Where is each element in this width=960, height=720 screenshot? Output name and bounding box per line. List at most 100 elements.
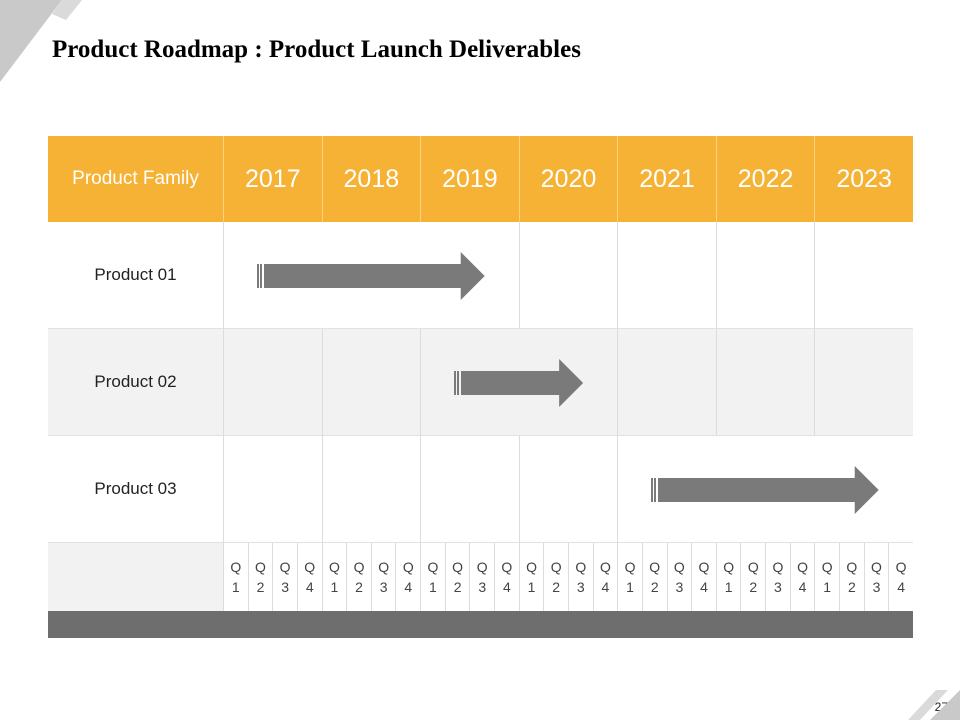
cell xyxy=(814,222,913,329)
arrow-2 xyxy=(454,358,584,407)
header-product-family: Product Family xyxy=(48,136,223,222)
quarter-number: 3 xyxy=(675,579,684,595)
footer-bar xyxy=(48,611,913,638)
quarter-number: 2 xyxy=(256,579,265,595)
quarter-number: 4 xyxy=(601,579,610,595)
quarter-letter: Q xyxy=(747,559,759,575)
quarter-number: 4 xyxy=(305,579,314,595)
quarter-number: 2 xyxy=(650,579,659,595)
quarter-letter: Q xyxy=(599,559,611,575)
corner-decoration-bottom-right xyxy=(908,690,960,720)
quarter-number: 3 xyxy=(576,579,585,595)
cell xyxy=(223,436,322,543)
quarter-number: 3 xyxy=(872,579,881,595)
quarter-letter: Q xyxy=(673,559,685,575)
cell xyxy=(617,222,716,329)
row-label-product-01: Product 01 xyxy=(48,222,223,329)
quarter-number: 1 xyxy=(724,579,733,595)
quarter-letter: Q xyxy=(821,559,833,575)
quarter-letter: Q xyxy=(402,559,414,575)
row-label-product-02: Product 02 xyxy=(48,329,223,436)
cell xyxy=(814,329,913,436)
cell xyxy=(715,329,815,436)
cell xyxy=(518,436,618,543)
quarter-letter: Q xyxy=(476,559,488,575)
quarter-letter: Q xyxy=(797,559,808,575)
quarter-letter: Q xyxy=(304,559,316,575)
quarter-row-blank xyxy=(48,543,223,611)
header-year-2019: 2019 xyxy=(420,136,519,222)
quarter-number: 1 xyxy=(527,579,536,595)
quarter-letter: Q xyxy=(846,559,858,575)
quarter-letter: Q xyxy=(328,559,340,575)
quarter-number: 1 xyxy=(429,579,437,595)
quarter-number: 4 xyxy=(798,579,807,595)
cell xyxy=(715,222,815,329)
quarter-letter: Q xyxy=(698,559,710,575)
arrow-3 xyxy=(651,465,879,514)
quarter-letter: Q xyxy=(895,559,907,575)
quarter-letter: Q xyxy=(427,559,439,575)
header-year-2020: 2020 xyxy=(518,136,618,222)
quarter-letter: Q xyxy=(871,559,882,575)
header-year-2017: 2017 xyxy=(223,136,322,222)
quarter-letter: Q xyxy=(526,559,537,575)
header-year-2021: 2021 xyxy=(617,136,716,222)
header-year-2018: 2018 xyxy=(321,136,421,222)
quarter-letter: Q xyxy=(772,559,784,575)
quarter-letter: Q xyxy=(550,559,562,575)
row-label-product-03: Product 03 xyxy=(48,436,223,543)
quarter-letter: Q xyxy=(230,559,242,575)
cell xyxy=(518,222,618,329)
quarter-letter: Q xyxy=(353,559,365,575)
quarter-number: 1 xyxy=(330,579,339,595)
quarter-letter: Q xyxy=(649,559,661,575)
quarter-number: 3 xyxy=(281,579,289,595)
header-year-2022: 2022 xyxy=(715,136,815,222)
quarter-number: 4 xyxy=(502,579,511,595)
quarter-letter: Q xyxy=(378,559,390,575)
quarter-letter: Q xyxy=(723,559,735,575)
arrow-1 xyxy=(257,251,485,300)
quarter-number: 1 xyxy=(231,579,240,595)
cell xyxy=(321,436,421,543)
quarter-number: 3 xyxy=(774,579,782,595)
page-title: Product Roadmap : Product Launch Deliver… xyxy=(52,36,581,63)
quarter-number: 4 xyxy=(404,579,413,595)
quarter-number: 3 xyxy=(478,579,487,595)
cell xyxy=(223,329,322,436)
cell xyxy=(321,329,421,436)
quarter-number: 2 xyxy=(749,579,758,595)
quarter-letter: Q xyxy=(575,559,587,575)
quarter-number: 2 xyxy=(453,579,462,595)
quarter-letter: Q xyxy=(624,559,636,575)
quarter-number: 2 xyxy=(355,579,363,595)
quarter-number: 1 xyxy=(626,579,634,595)
quarter-letter: Q xyxy=(279,559,291,575)
quarter-letter: Q xyxy=(255,559,266,575)
quarter-number: 1 xyxy=(823,579,832,595)
